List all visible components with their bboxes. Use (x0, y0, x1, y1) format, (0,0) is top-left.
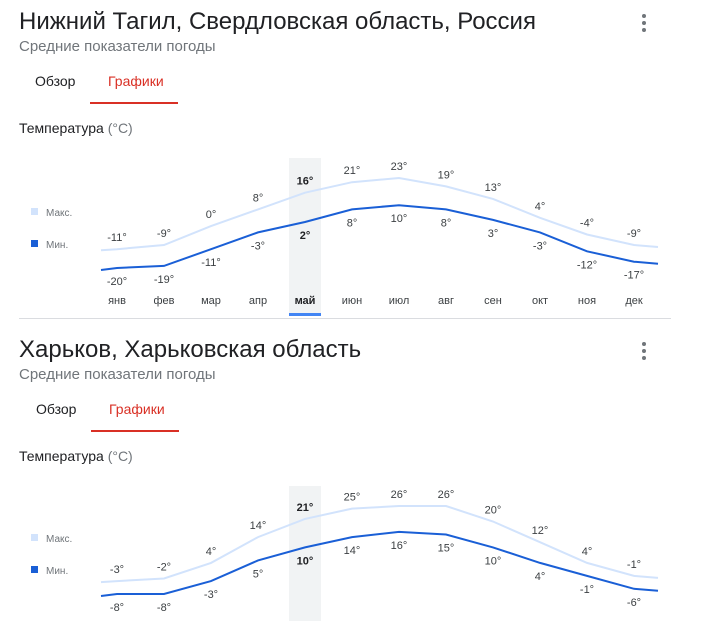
min-temp-label: -8° (157, 602, 171, 614)
max-temp-label: 16° (297, 176, 314, 188)
min-temp-label: 3° (488, 228, 499, 240)
min-temp-label: -12° (577, 259, 597, 271)
min-temp-label: 10° (391, 213, 408, 225)
max-temp-label: 4° (582, 546, 593, 558)
card-subtitle: Средние показатели погоды (19, 38, 216, 55)
max-temp-label: 19° (438, 169, 455, 181)
max-temp-label: 23° (391, 161, 408, 173)
temperature-chart[interactable]: Макс. Мин. -11° -20° янв -9° -19° фев 0° -11° мар 8… (0, 148, 704, 318)
temperature-chart[interactable]: Макс. Мин. -3° -8° -2° -8° 4° -3° 14° 5° 21° 10° 25°… (0, 476, 704, 626)
section-unit: (°C) (107, 120, 133, 136)
card-divider (19, 318, 671, 319)
month-label[interactable]: окт (532, 295, 548, 307)
min-temp-label: -11° (201, 257, 220, 269)
max-temp-label: -4° (580, 218, 594, 230)
min-temp-label: 16° (391, 540, 408, 552)
card-title: Нижний Тагил, Свердловская область, Росс… (19, 8, 536, 35)
month-label[interactable]: ноя (578, 295, 596, 307)
legend-min-label: Мин. (46, 566, 68, 577)
legend-min-label: Мин. (46, 240, 68, 251)
section-label-text: Температура (19, 120, 104, 136)
max-temp-label: -9° (157, 228, 171, 240)
min-temp-label: 5° (253, 568, 264, 580)
active-tab-indicator (91, 430, 179, 432)
month-label[interactable]: сен (484, 295, 502, 307)
section-label-temperature: Температура (°C) (19, 448, 133, 464)
tab-charts[interactable]: Графики (109, 401, 165, 417)
min-temp-label: -20° (107, 276, 127, 288)
min-temp-label: 15° (438, 542, 455, 554)
min-temp-label: -3° (204, 589, 218, 601)
max-temp-label: 0° (206, 209, 217, 221)
active-tab-indicator (90, 102, 178, 104)
max-temp-label: 8° (253, 192, 264, 204)
max-temp-label: 14° (250, 520, 267, 532)
series-line-min (100, 204, 659, 271)
max-temp-label: -3° (110, 564, 124, 576)
tab-overview[interactable]: Обзор (35, 73, 76, 89)
series-line-max (100, 505, 659, 584)
tab-overview[interactable]: Обзор (36, 401, 77, 417)
card-subtitle: Средние показатели погоды (19, 366, 216, 383)
max-temp-label: 13° (485, 182, 502, 194)
month-label[interactable]: янв (108, 295, 126, 307)
max-temp-label: -9° (627, 228, 641, 240)
card-title: Харьков, Харьковская область (19, 336, 362, 363)
max-temp-label: 4° (535, 201, 546, 213)
min-temp-label: -8° (110, 602, 124, 614)
month-label[interactable]: май (295, 295, 316, 307)
legend-max-swatch (31, 534, 38, 541)
weather-card-nizhny-tagil: Нижний Тагил, Свердловская область, Росс… (0, 8, 704, 318)
min-temp-label: -3° (251, 240, 265, 252)
weather-card-kharkiv: Харьков, Харьковская область Средние пок… (0, 328, 704, 621)
selected-month-highlight (289, 486, 321, 621)
selected-month-highlight (289, 158, 321, 316)
tab-charts[interactable]: Графики (108, 73, 164, 89)
max-temp-label: 21° (297, 502, 314, 514)
legend-min-swatch (31, 240, 38, 247)
min-temp-label: 8° (347, 217, 358, 229)
selected-month-indicator (289, 313, 321, 316)
section-label-temperature: Температура (°C) (19, 120, 133, 136)
max-temp-label: 12° (532, 525, 549, 537)
max-temp-label: 26° (391, 489, 408, 501)
max-temp-label: 20° (485, 505, 502, 517)
max-temp-label: -11° (107, 232, 126, 244)
min-temp-label: -3° (533, 240, 547, 252)
series-line-max (100, 176, 659, 252)
min-temp-label: -1° (580, 584, 594, 596)
legend-min-swatch (31, 566, 38, 573)
min-temp-label: 10° (485, 555, 502, 567)
min-temp-label: -17° (624, 270, 644, 282)
min-temp-label: 14° (344, 545, 361, 557)
month-label[interactable]: июл (389, 295, 410, 307)
max-temp-label: -1° (627, 559, 641, 571)
legend-max-swatch (31, 208, 38, 215)
legend-max-label: Макс. (46, 208, 72, 219)
section-label-text: Температура (19, 448, 104, 464)
min-temp-label: 2° (300, 230, 311, 242)
min-temp-label: -19° (154, 274, 174, 286)
month-label[interactable]: апр (249, 295, 267, 307)
month-label[interactable]: мар (201, 295, 221, 307)
section-unit: (°C) (107, 448, 133, 464)
min-temp-label: 4° (535, 571, 546, 583)
max-temp-label: 21° (344, 165, 361, 177)
max-temp-label: 25° (344, 492, 361, 504)
month-label[interactable]: июн (342, 295, 362, 307)
legend-max-label: Макс. (46, 534, 72, 545)
month-label[interactable]: фев (153, 295, 174, 307)
min-temp-label: 8° (441, 217, 452, 229)
min-temp-label: -6° (627, 597, 641, 609)
month-label[interactable]: авг (438, 295, 454, 307)
series-line-min (100, 530, 659, 597)
max-temp-label: 4° (206, 546, 217, 558)
more-options-icon[interactable] (634, 340, 654, 364)
more-options-icon[interactable] (634, 12, 654, 36)
month-label[interactable]: дек (625, 295, 643, 307)
min-temp-label: 10° (297, 555, 314, 567)
max-temp-label: 26° (438, 489, 455, 501)
max-temp-label: -2° (157, 561, 171, 573)
